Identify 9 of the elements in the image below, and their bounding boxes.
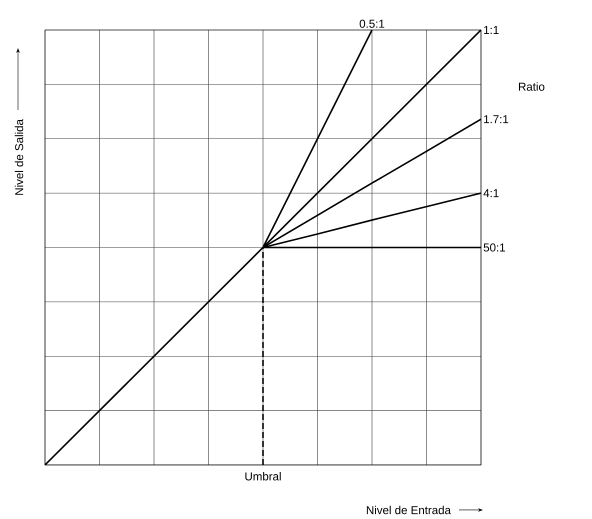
series-label: 50:1 xyxy=(484,243,506,252)
series-label: 1:1 xyxy=(484,26,499,34)
series-label: 0.5:1 xyxy=(360,20,384,28)
series-label: 4:1 xyxy=(483,189,499,198)
text: Ratio xyxy=(518,82,544,91)
y-axis-title: Nivel de Salida xyxy=(14,119,24,195)
text: Umbral xyxy=(245,472,281,480)
x-axis-title: Nivel de Entrada xyxy=(366,506,451,514)
series-label: 1.7:1 xyxy=(484,115,508,124)
